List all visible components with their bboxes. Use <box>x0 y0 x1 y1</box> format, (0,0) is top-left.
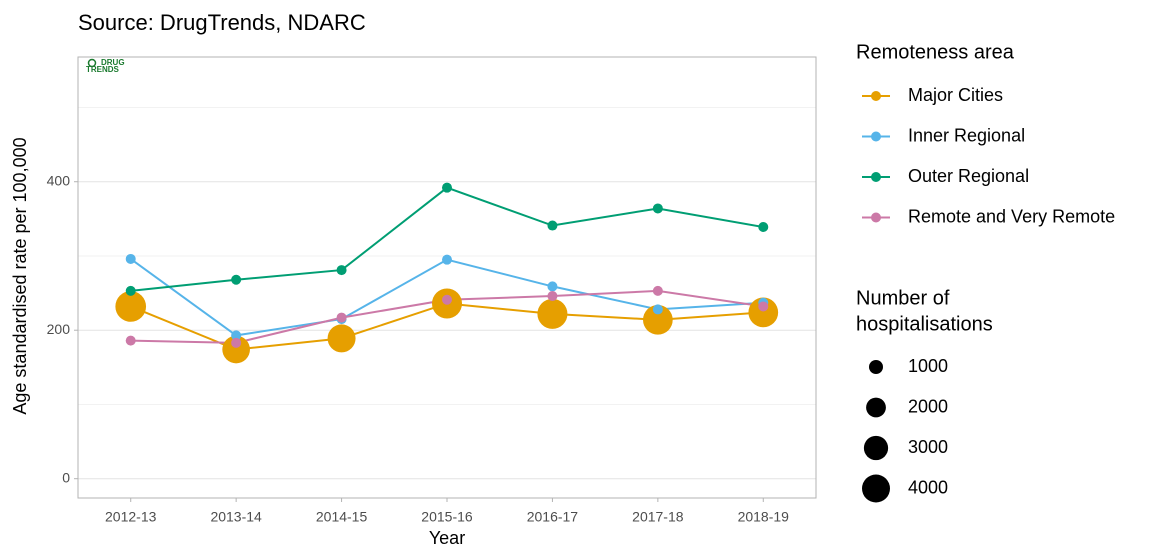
legend-label: Remote and Very Remote <box>908 206 1115 226</box>
size-legend-marker <box>863 435 889 461</box>
point <box>547 220 558 231</box>
plot-border <box>77 56 817 499</box>
legend-title: Remoteness area <box>856 41 1015 63</box>
legend-label: Major Cities <box>908 85 1003 105</box>
x-tick-label: 2014-15 <box>316 509 368 525</box>
x-tick-label: 2017-18 <box>632 509 684 525</box>
point <box>758 222 769 233</box>
bubble <box>115 291 147 322</box>
legend-marker <box>871 131 881 142</box>
x-tick-label: 2016-17 <box>527 509 579 525</box>
size-legend-label: 1000 <box>908 356 948 376</box>
bubble <box>537 298 568 329</box>
point <box>547 291 558 302</box>
x-axis-label: Year <box>429 528 465 548</box>
legend-label: Outer Regional <box>908 166 1029 186</box>
point <box>231 330 242 341</box>
x-tick-label: 2012-13 <box>105 509 157 525</box>
bubble <box>327 324 356 353</box>
chart-title: Source: DrugTrends, NDARC <box>78 10 366 35</box>
point <box>336 312 347 323</box>
x-tick-label: 2013-14 <box>210 509 262 525</box>
bubble <box>748 297 779 328</box>
y-tick-label: 400 <box>47 172 71 188</box>
legend-marker <box>871 172 881 182</box>
y-axis-label: Age standardised rate per 100,000 <box>10 137 30 414</box>
logo-text: DRUG <box>101 58 125 67</box>
point <box>442 294 452 305</box>
bubble <box>643 304 673 335</box>
point <box>758 301 769 312</box>
size-legend-label: 3000 <box>908 437 948 457</box>
series-line <box>130 186 764 292</box>
point <box>442 182 452 193</box>
point <box>231 337 242 348</box>
legend-marker <box>871 91 881 101</box>
size-legend-marker <box>862 474 890 503</box>
size-legend-label: 2000 <box>908 396 948 416</box>
point <box>652 203 663 214</box>
point <box>125 253 136 264</box>
size-legend-marker <box>866 397 886 418</box>
y-tick-label: 0 <box>62 469 70 485</box>
point <box>125 285 136 296</box>
point <box>547 281 558 292</box>
size-legend-label: 4000 <box>908 477 948 497</box>
x-tick-label: 2018-19 <box>738 509 790 525</box>
point <box>336 265 347 276</box>
size-legend-title: hospitalisations <box>856 313 993 335</box>
legend-label: Inner Regional <box>908 125 1025 145</box>
logo-icon <box>87 58 97 68</box>
bubble <box>222 335 250 364</box>
point <box>652 285 663 296</box>
y-tick-label: 200 <box>47 321 71 337</box>
point <box>231 274 242 285</box>
point <box>125 335 136 346</box>
size-legend-marker <box>869 360 883 374</box>
point <box>442 254 452 265</box>
logo-text: TRENDS <box>86 65 120 74</box>
size-legend-title: Number of <box>856 287 950 309</box>
x-tick-label: 2015-16 <box>421 509 473 525</box>
legend-marker <box>871 212 881 223</box>
point <box>652 304 663 315</box>
